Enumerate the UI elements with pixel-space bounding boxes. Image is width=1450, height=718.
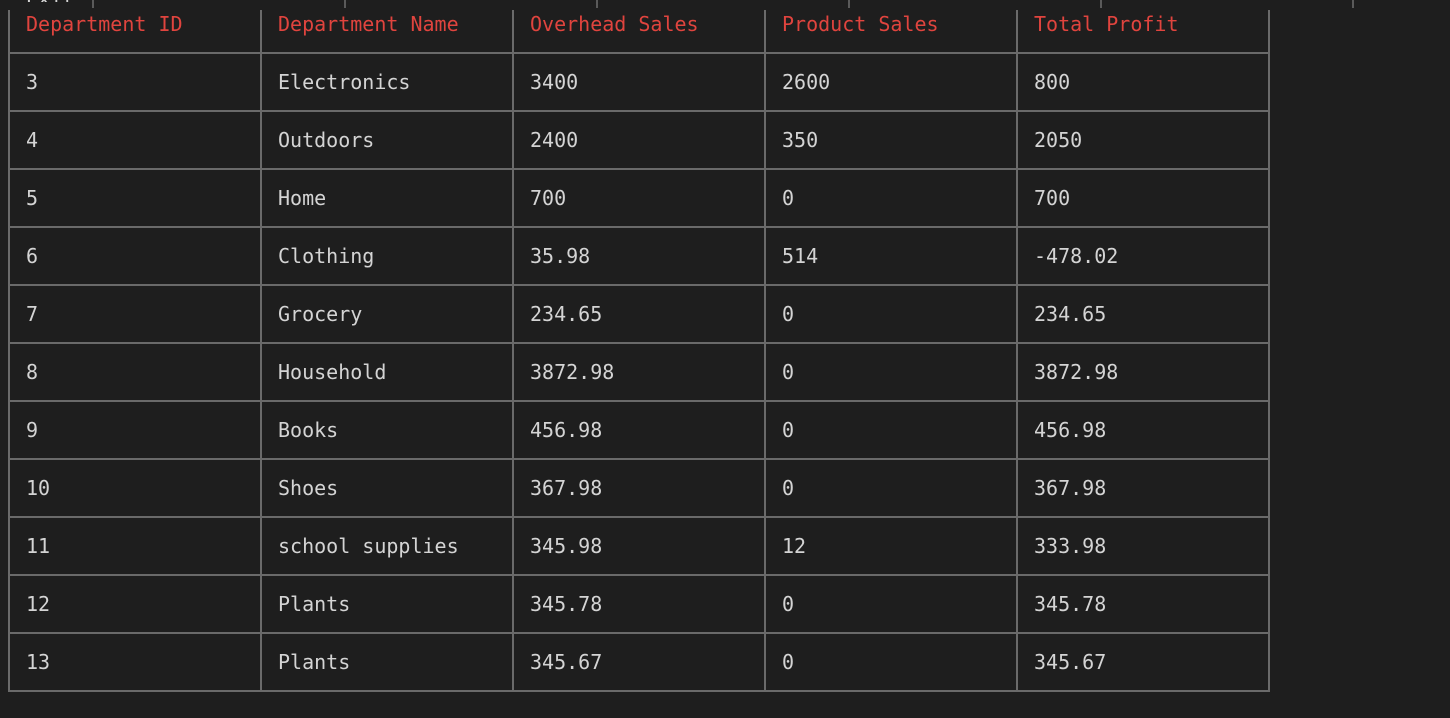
table-cell: 8 (26, 360, 39, 384)
table-header-cell: Product Sales (782, 12, 939, 36)
table-cell: 12 (782, 534, 807, 558)
table-cell: 800 (1034, 70, 1071, 94)
previous-table-tick (1352, 0, 1354, 8)
table-cell: 0 (782, 476, 795, 500)
table-cell: Home (278, 186, 327, 210)
table-row-border (8, 400, 1270, 402)
table-cell: -478.02 (1034, 244, 1119, 268)
table-cell: 10 (26, 476, 51, 500)
table-row-border (8, 632, 1270, 634)
previous-output-line: Exit (26, 0, 74, 2)
table-cell: 456.98 (530, 418, 603, 442)
table-cell: 4 (26, 128, 39, 152)
table-cell: 367.98 (1034, 476, 1107, 500)
table-cell: Grocery (278, 302, 363, 326)
previous-table-tick (344, 0, 346, 8)
table-cell: Clothing (278, 244, 375, 268)
previous-table-tick (596, 0, 598, 8)
table-cell: 345.67 (530, 650, 603, 674)
table-cell: 0 (782, 360, 795, 384)
table-cell: 456.98 (1034, 418, 1107, 442)
table-column-border (764, 10, 766, 692)
table-cell: 9 (26, 418, 39, 442)
table-cell: 345.67 (1034, 650, 1107, 674)
table-cell: Household (278, 360, 387, 384)
table-row-border (8, 110, 1270, 112)
table-cell: 333.98 (1034, 534, 1107, 558)
table-cell: 2600 (782, 70, 831, 94)
table-cell: 7 (26, 302, 39, 326)
table-row-border (8, 168, 1270, 170)
table-header-cell: Department Name (278, 12, 459, 36)
table-cell: 514 (782, 244, 819, 268)
table-column-border (1016, 10, 1018, 692)
table-cell: 13 (26, 650, 51, 674)
table-cell: 345.78 (530, 592, 603, 616)
table-column-border (512, 10, 514, 692)
table-cell: 700 (1034, 186, 1071, 210)
table-row-border (8, 52, 1270, 54)
table-header-cell: Total Profit (1034, 12, 1179, 36)
table-header-cell: Overhead Sales (530, 12, 699, 36)
table-row-border (8, 226, 1270, 228)
table-cell: 5 (26, 186, 39, 210)
table-cell: Electronics (278, 70, 411, 94)
table-cell: school supplies (278, 534, 459, 558)
table-row-border (8, 690, 1270, 692)
table-cell: 3872.98 (1034, 360, 1119, 384)
table-cell: 3 (26, 70, 39, 94)
table-row-border (8, 574, 1270, 576)
table-cell: 6 (26, 244, 39, 268)
previous-table-tick (1100, 0, 1102, 8)
table-cell: 0 (782, 186, 795, 210)
table-cell: 11 (26, 534, 51, 558)
table-row-border (8, 284, 1270, 286)
table-row-border (8, 342, 1270, 344)
table-cell: Plants (278, 592, 351, 616)
table-cell: 0 (782, 592, 795, 616)
table-cell: Plants (278, 650, 351, 674)
table-cell: 12 (26, 592, 51, 616)
table-cell: 234.65 (530, 302, 603, 326)
table-cell: 0 (782, 418, 795, 442)
table-cell: 700 (530, 186, 567, 210)
table-cell: Outdoors (278, 128, 375, 152)
table-cell: 2050 (1034, 128, 1083, 152)
table-cell: 345.78 (1034, 592, 1107, 616)
table-cell: 367.98 (530, 476, 603, 500)
table-cell: Shoes (278, 476, 339, 500)
table-cell: 3872.98 (530, 360, 615, 384)
table-cell: Books (278, 418, 339, 442)
table-header-cell: Department ID (26, 12, 183, 36)
table-column-border (8, 10, 10, 692)
table-cell: 0 (782, 302, 795, 326)
table-cell: 0 (782, 650, 795, 674)
table-row-border (8, 516, 1270, 518)
table-row-border (8, 458, 1270, 460)
table-column-border (1268, 10, 1270, 692)
previous-table-tick (92, 0, 94, 8)
table-cell: 35.98 (530, 244, 591, 268)
previous-table-tick (848, 0, 850, 8)
table-column-border (260, 10, 262, 692)
table-cell: 234.65 (1034, 302, 1107, 326)
table-cell: 2400 (530, 128, 579, 152)
table-cell: 3400 (530, 70, 579, 94)
table-cell: 345.98 (530, 534, 603, 558)
table-cell: 350 (782, 128, 819, 152)
